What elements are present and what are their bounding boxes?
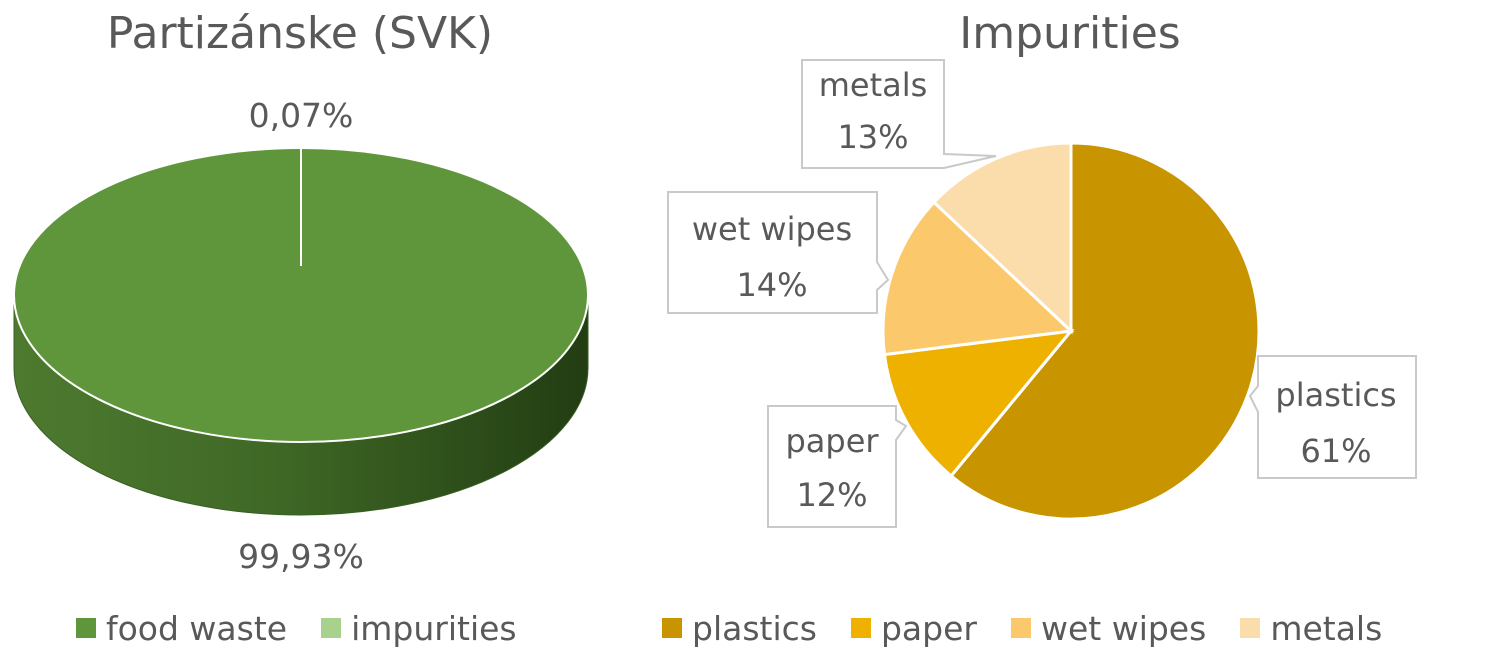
legend-swatch-plastics <box>662 618 682 638</box>
data-label-impurities: 0,07% <box>249 96 354 135</box>
callout-plastics-value: 61% <box>1300 432 1371 470</box>
legend-label-wet-wipes: wet wipes <box>1040 608 1207 648</box>
legend-item-plastics: plastics <box>662 609 817 648</box>
chart-title-impurities: Impurities <box>959 8 1181 59</box>
callout-paper-value: 12% <box>796 476 867 514</box>
callout-plastics-name: plastics <box>1275 376 1396 414</box>
legend-swatch-impurities <box>321 618 342 638</box>
legend-swatch-wet-wipes <box>1010 618 1031 638</box>
pie-slice-plastics <box>949 141 1261 521</box>
callout-wet-wipes-name: wet wipes <box>692 210 852 248</box>
callout-paper-name: paper <box>785 422 879 460</box>
data-label-food-waste: 99,93% <box>238 537 364 576</box>
pie-slice-wet-wipes <box>881 200 1075 357</box>
legend-partizanske: food waste impurities <box>76 606 517 650</box>
legend-item-wet-wipes: wet wipes <box>1010 608 1207 648</box>
legend-swatch-food-waste <box>76 618 96 638</box>
callout-metals: metals 13% <box>801 59 997 169</box>
legend-label-impurities: impurities <box>351 608 517 648</box>
callout-metals-name: metals <box>819 66 928 104</box>
callout-metals-value: 13% <box>837 118 908 156</box>
legend-label-metals: metals <box>1270 608 1383 648</box>
legend-label-food-waste: food waste <box>106 608 288 648</box>
callout-paper: paper 12% <box>767 405 908 528</box>
legend-label-plastics: plastics <box>692 608 817 648</box>
callout-wet-wipes: wet wipes 14% <box>667 191 890 314</box>
callout-wet-wipes-value: 14% <box>736 266 807 304</box>
pie-side-edge <box>13 295 589 516</box>
pie-slice-side-food-waste <box>14 295 588 515</box>
legend-swatch-paper <box>850 618 871 638</box>
legend-swatch-metals <box>1240 618 1261 638</box>
legend-item-impurities: impurities <box>321 609 517 648</box>
pie-impurities <box>881 141 1261 521</box>
pie-3d-partizanske <box>13 147 589 516</box>
legend-item-food-waste: food waste <box>76 609 287 648</box>
callout-plastics: plastics 61% <box>1248 355 1417 479</box>
pie-slice-paper <box>882 329 1075 478</box>
legend-item-paper: paper <box>850 608 977 648</box>
charts-canvas: 0,07% 99,93% metals 13% wet wipes 14% pa… <box>13 59 1417 576</box>
legend-item-metals: metals <box>1240 609 1382 648</box>
legend-label-paper: paper <box>880 608 977 648</box>
legend-impurities: plastics paper wet wipes metals <box>662 606 1382 650</box>
pie-slice-metals <box>931 141 1073 335</box>
chart-title-partizanske: Partizánske (SVK) <box>106 8 494 59</box>
